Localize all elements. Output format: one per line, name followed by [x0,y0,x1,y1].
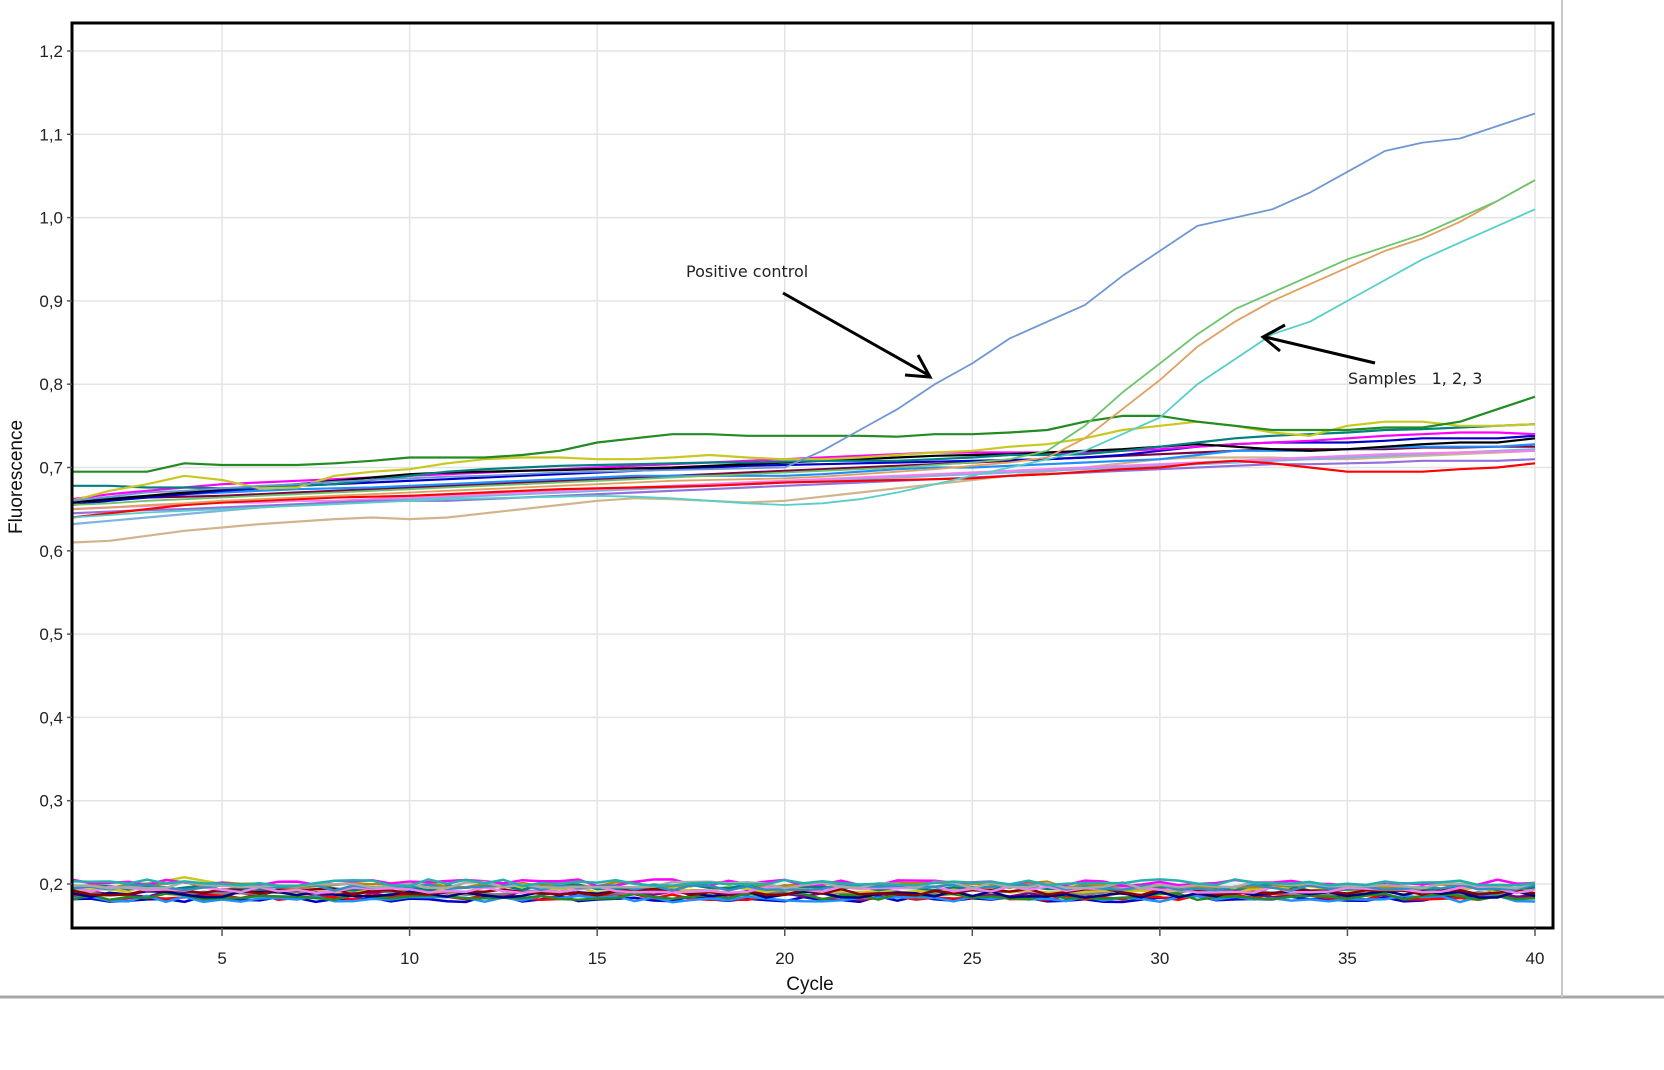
x-tick-label: 25 [963,949,982,968]
baseline-curve [71,878,1536,888]
amplification-curves [71,112,1536,544]
curve-background-10 [71,458,1536,515]
y-tick-label: 0,3 [39,792,63,811]
curve-background-1 [72,395,1536,473]
y-axis-ticks: 0,2 0,3 0,4 0,5 0,6 0,7 0,8 0,9 1,0 1,1 1,2 [39,42,72,894]
x-tick-label: 30 [1150,949,1169,968]
curve-positive-control [71,112,1536,502]
x-tick-label: 15 [588,949,607,968]
curve-background-8 [71,445,1535,502]
x-tick-label: 20 [775,949,794,968]
curve-sample-2 [71,179,1536,510]
y-tick-label: 1,0 [39,209,63,228]
x-tick-label: 10 [400,949,419,968]
y-tick-label: 1,1 [39,125,63,144]
plot-frame [70,21,1555,930]
y-tick-label: 0,9 [39,292,63,311]
baseline-curve [71,882,1536,892]
y-tick-label: 0,8 [39,375,63,394]
y-tick-label: 0,7 [39,459,63,478]
curve-background-11 [71,449,1536,511]
y-tick-label: 1,2 [39,42,63,61]
y-tick-label: 0,4 [39,708,63,727]
y-tick-label: 0,5 [39,625,63,644]
arrow-positive-control-icon [782,291,933,379]
curve-sample-3 [71,208,1536,519]
y-axis-title: Fluorescence [6,420,27,534]
x-axis-title: Cycle [786,974,834,995]
annotation-samples: Samples 1, 2, 3 [1348,369,1482,388]
y-tick-label: 0,2 [39,875,63,894]
x-tick-label: 5 [217,949,226,968]
x-axis-ticks: 5 10 15 20 25 30 35 40 [217,928,1544,968]
y-tick-label: 0,6 [39,542,63,561]
x-tick-label: 40 [1526,949,1545,968]
negative-baseline-curves [71,876,1536,904]
curve-background-9 [71,459,1536,519]
baseline-curve [71,894,1536,904]
baseline-curve [71,892,1536,902]
annotation-positive-control: Positive control [686,262,808,281]
arrow-samples-icon [1260,323,1376,365]
curve-sample-1 [71,179,1536,506]
x-tick-label: 35 [1338,949,1357,968]
